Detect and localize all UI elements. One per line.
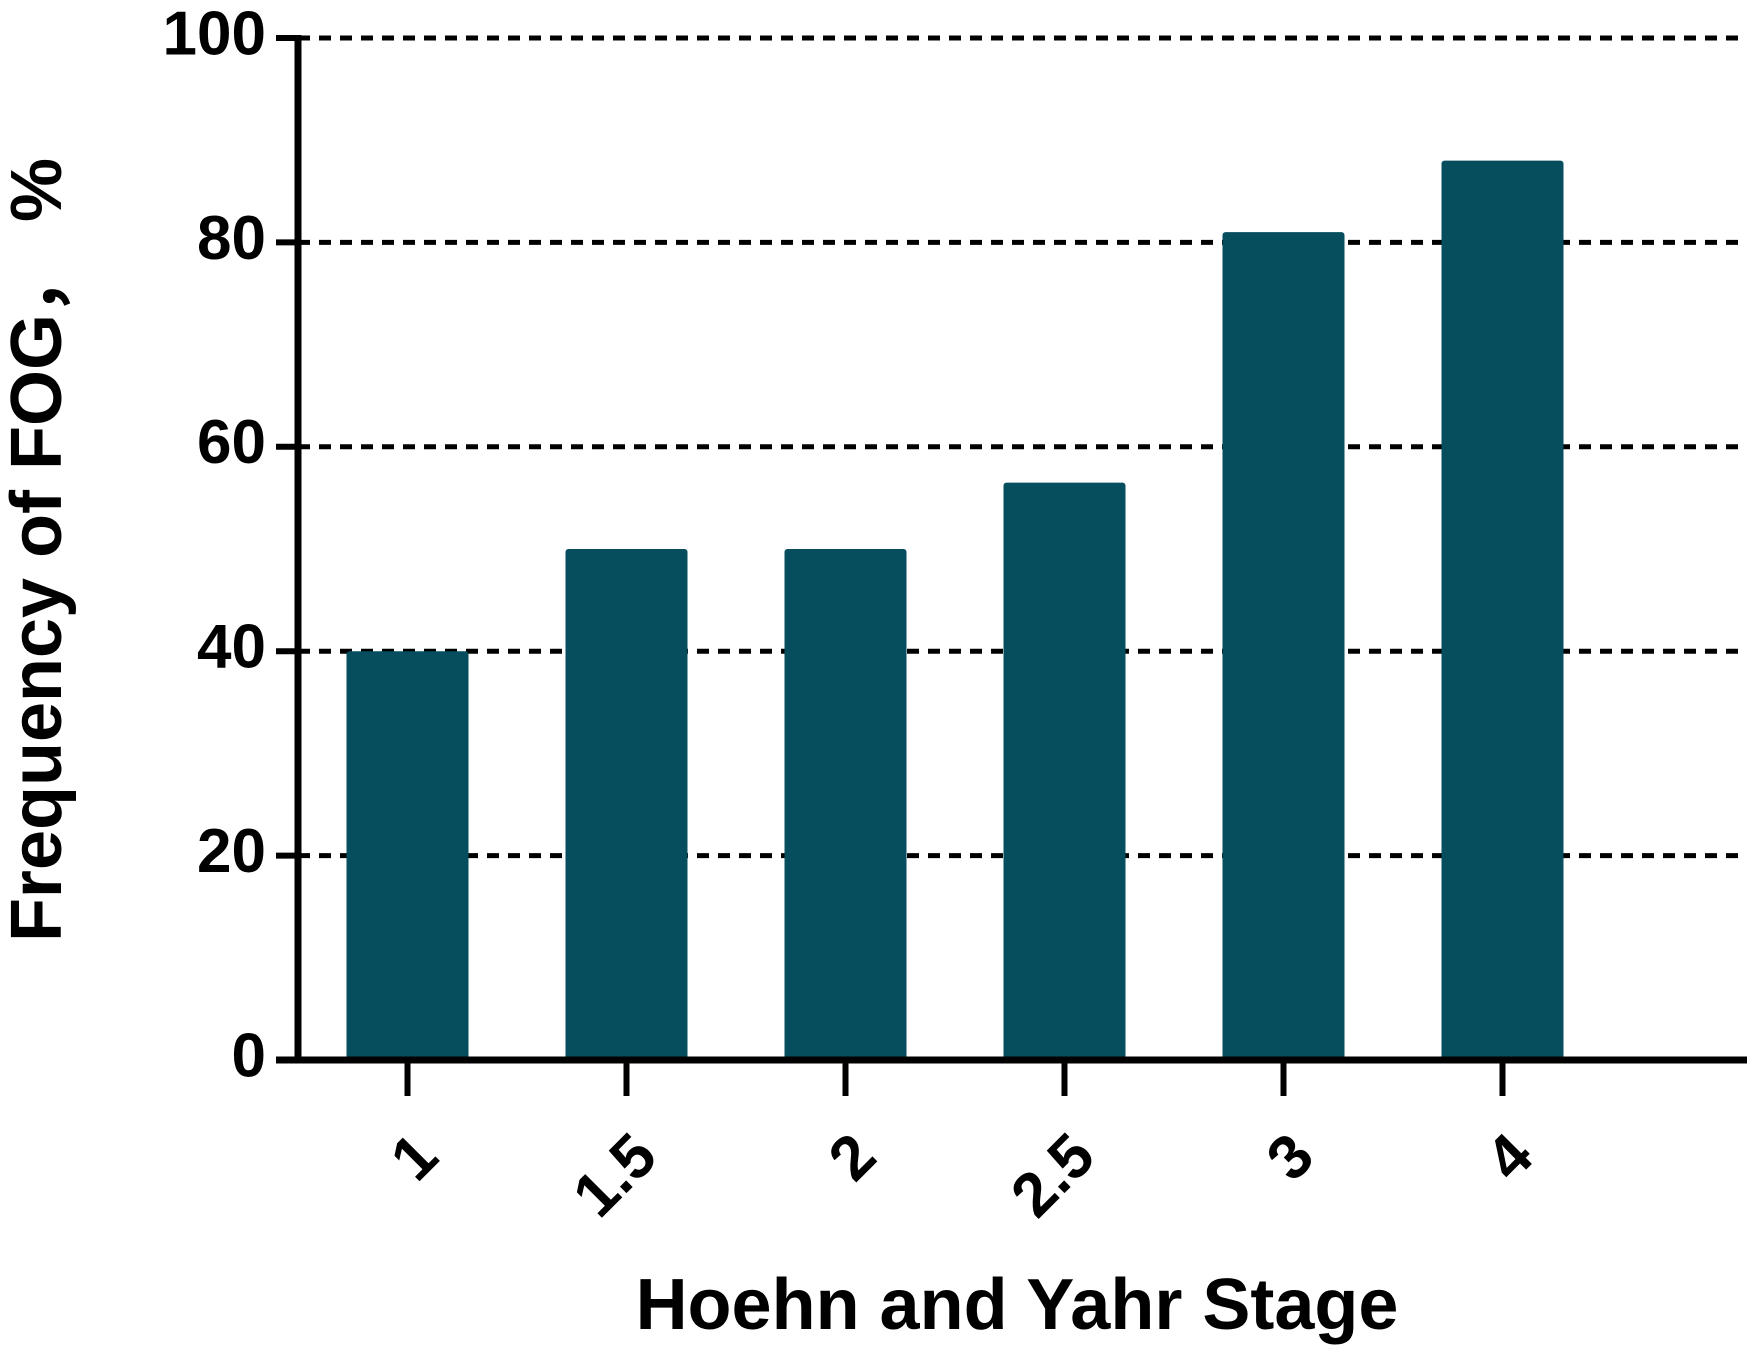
y-tick-label: 40 bbox=[197, 613, 266, 682]
x-tick-label: 1 bbox=[378, 1121, 451, 1194]
bar bbox=[346, 651, 469, 1060]
x-tick-label: 2.5 bbox=[998, 1121, 1108, 1231]
y-tick-label: 60 bbox=[197, 408, 266, 477]
bar bbox=[784, 549, 907, 1060]
x-tick-label: 4 bbox=[1473, 1120, 1547, 1194]
y-tick-label: 20 bbox=[197, 817, 266, 886]
bar bbox=[1222, 232, 1345, 1060]
y-axis-label: Frequency of FOG， % bbox=[0, 158, 77, 942]
y-tick-label: 80 bbox=[197, 204, 266, 273]
x-tick-label: 2 bbox=[816, 1121, 889, 1194]
y-tick-label: 0 bbox=[232, 1021, 266, 1090]
bar bbox=[1003, 482, 1126, 1060]
bar bbox=[1441, 160, 1564, 1060]
x-axis-label: Hoehn and Yahr Stage bbox=[636, 1265, 1399, 1345]
y-tick-label: 100 bbox=[163, 0, 266, 68]
x-tick-label: 1.5 bbox=[560, 1121, 670, 1231]
x-tick-label: 3 bbox=[1254, 1121, 1327, 1194]
bar bbox=[565, 549, 688, 1060]
